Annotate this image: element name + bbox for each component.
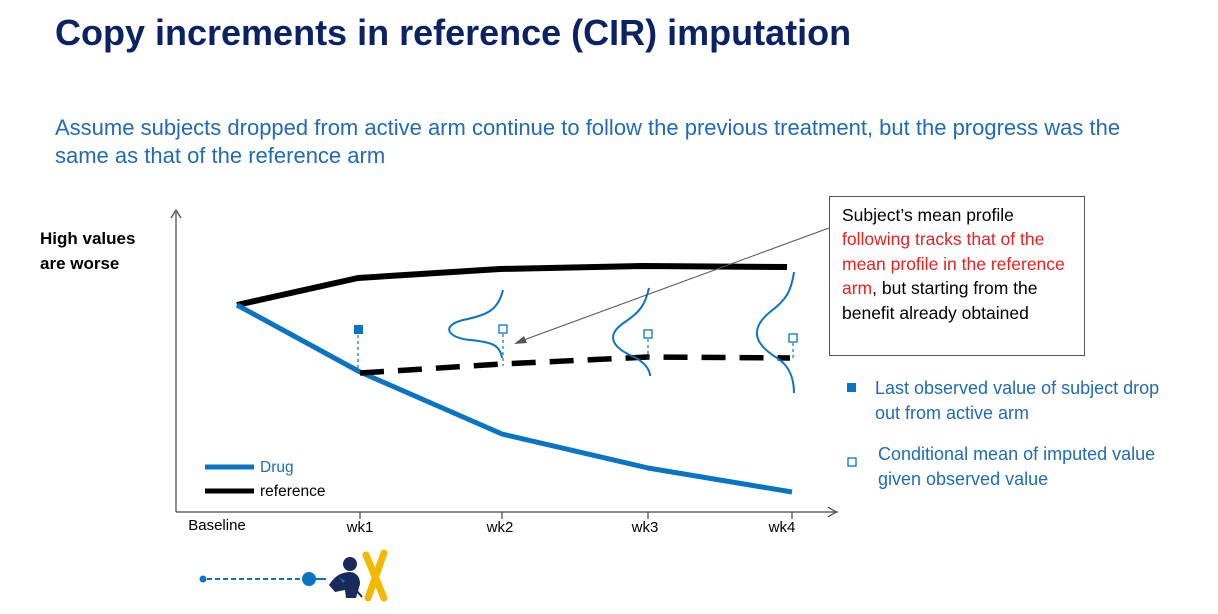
axes bbox=[170, 208, 838, 519]
tick-label-wk3: wk3 bbox=[631, 519, 659, 536]
tick-label-wk4: wk4 bbox=[768, 519, 796, 536]
imputed-profile-dashed-line bbox=[359, 354, 791, 376]
x-axis-arrow bbox=[827, 506, 838, 518]
conditional-mean-marker-wk4 bbox=[788, 333, 798, 343]
y-axis-arrow bbox=[170, 208, 182, 219]
last-observed-marker bbox=[354, 325, 363, 334]
legend-reference-label: reference bbox=[260, 483, 325, 500]
callout-box: Subject’s mean profile following tracks … bbox=[829, 196, 1085, 356]
conditional-mean-markers bbox=[498, 324, 798, 343]
distribution-curves bbox=[448, 271, 795, 394]
conditional-mean-connectors bbox=[502, 334, 794, 366]
slide-subtitle: Assume subjects dropped from active arm … bbox=[55, 115, 1121, 168]
slide-title: Copy increments in reference (CIR) imput… bbox=[55, 12, 852, 53]
callout-text-3: , but starting from the benefit already … bbox=[842, 278, 1038, 323]
y-axis-label-line2: are worse bbox=[40, 254, 120, 273]
legend-drug-label: Drug bbox=[260, 459, 294, 476]
x-mark-icon bbox=[362, 549, 388, 602]
dropout-timeline bbox=[199, 549, 388, 602]
distribution-curve-wk2 bbox=[448, 289, 504, 359]
legend-open-marker-icon bbox=[847, 457, 857, 467]
tick-label-wk2: wk2 bbox=[486, 519, 514, 536]
y-axis-label-line1: High values bbox=[40, 229, 136, 248]
distribution-curve-wk4 bbox=[755, 271, 795, 394]
tick-label-wk1: wk1 bbox=[346, 519, 374, 536]
distribution-curve-wk3 bbox=[612, 287, 651, 377]
tick-label-baseline: Baseline bbox=[188, 517, 246, 534]
dropout-person-icon bbox=[329, 557, 363, 598]
callout-text-1: Subject’s mean profile bbox=[842, 205, 1014, 225]
x-tick-labels: Baseline wk1 wk2 wk3 wk4 bbox=[188, 517, 795, 536]
callout-pointer bbox=[514, 227, 830, 344]
legend-filled-marker-icon bbox=[847, 383, 856, 392]
conditional-mean-marker-wk2 bbox=[498, 324, 508, 334]
reference-line bbox=[236, 263, 788, 308]
legend-open-marker-text: Conditional mean of imputed value given … bbox=[878, 444, 1156, 489]
legend-filled-marker-text: Last observed value of subject drop out … bbox=[875, 378, 1160, 423]
chart-legend: Drug reference bbox=[205, 459, 325, 500]
drug-line bbox=[235, 302, 793, 495]
y-axis-label: High values are worse bbox=[40, 226, 135, 276]
conditional-mean-marker-wk3 bbox=[643, 329, 653, 339]
callout-text-red: following tracks that of the mean profil… bbox=[842, 229, 1065, 299]
